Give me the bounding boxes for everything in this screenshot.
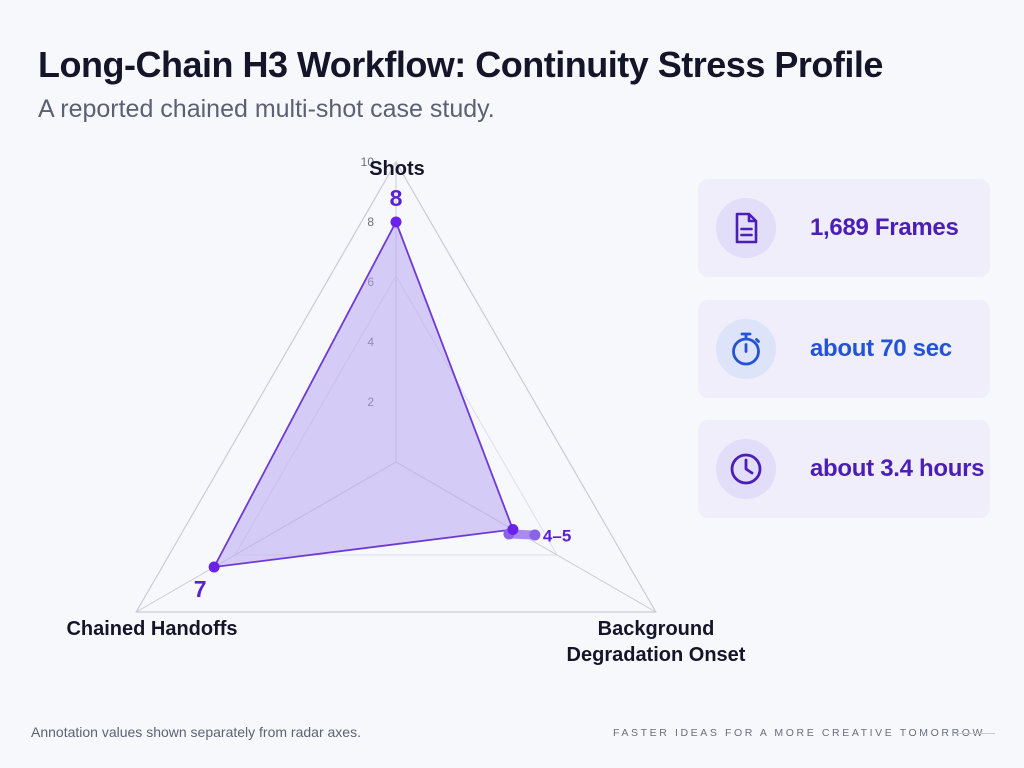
range-marker-end: [529, 529, 541, 541]
radar-axis-label: Chained Handoffs: [66, 618, 237, 640]
clock-icon: [730, 453, 762, 485]
stat-badge: [716, 319, 776, 379]
chart-subtitle: A reported chained multi-shot case study…: [38, 95, 495, 123]
footer-note: Annotation values shown separately from …: [31, 724, 361, 740]
stat-value: about 3.4 hours: [810, 455, 985, 482]
stat-badge: [716, 439, 776, 499]
stat-card-frames: 1,689 Frames: [698, 179, 990, 277]
radar-grid-outer: [135, 160, 657, 613]
document-icon: [735, 212, 758, 244]
radar-series-area: [213, 221, 514, 568]
radar-value-label: 4–5: [543, 527, 571, 546]
stat-value: about 70 sec: [810, 335, 952, 362]
stat-card-render-time: about 3.4 hours: [698, 420, 990, 518]
radar-axis-label: Background Degradation Onset: [567, 618, 746, 666]
radar-value-label: 7: [194, 576, 207, 602]
chart-title: Long-Chain H3 Workflow: Continuity Stres…: [38, 44, 883, 85]
footer-tagline: FASTER IDEAS FOR A MORE CREATIVE TOMORRO…: [613, 727, 986, 739]
stopwatch-icon: [732, 332, 760, 366]
radar-tick-label: 8: [367, 215, 374, 229]
radar-tick-label: 10: [361, 155, 375, 169]
radar-point: [390, 216, 402, 228]
footer-divider: [953, 733, 995, 734]
radar-point: [208, 561, 220, 573]
radar-axis-label: Shots: [369, 158, 425, 180]
radar-value-label: 8: [390, 185, 403, 211]
radar-point: [507, 524, 519, 535]
stat-card-duration: about 70 sec: [698, 300, 990, 398]
stat-value: 1,689 Frames: [810, 214, 959, 241]
stat-badge: [716, 198, 776, 258]
